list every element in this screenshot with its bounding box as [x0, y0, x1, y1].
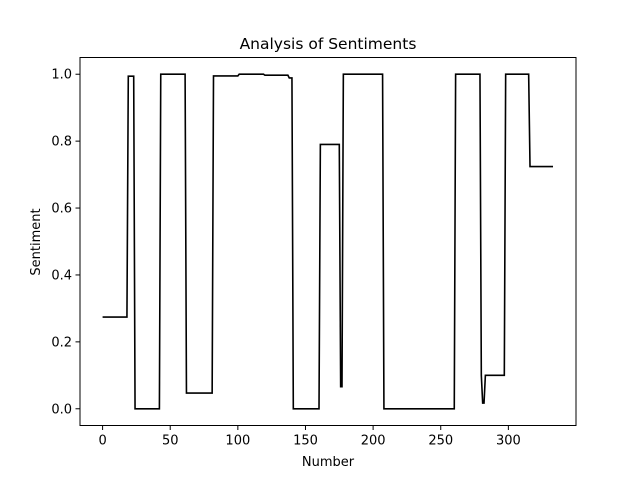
x-tick-label: 150 — [293, 434, 318, 449]
sentiment-series-line — [102, 73, 554, 410]
plot-area — [102, 73, 554, 410]
x-tick-label: 0 — [98, 434, 106, 449]
y-tick-label: 0.8 — [51, 135, 72, 150]
y-axis: 0.0 0.2 0.4 0.6 0.8 1.0 — [51, 68, 80, 417]
x-tick-label: 300 — [496, 434, 521, 449]
x-axis-label: Number — [302, 455, 355, 470]
chart-title: Analysis of Sentiments — [240, 35, 417, 53]
x-tick-label: 200 — [361, 434, 386, 449]
x-tick-label: 50 — [162, 434, 179, 449]
y-axis-label: Sentiment — [29, 208, 44, 275]
x-tick-label: 100 — [225, 434, 250, 449]
y-tick-label: 1.0 — [51, 68, 72, 83]
y-tick-label: 0.6 — [51, 202, 72, 217]
x-axis: 0 50 100 150 200 250 300 — [98, 425, 521, 449]
plot-frame — [79, 57, 577, 426]
x-tick-label: 250 — [428, 434, 453, 449]
y-tick-label: 0.4 — [51, 268, 72, 283]
y-tick-label: 0.0 — [51, 402, 72, 417]
y-tick-label: 0.2 — [51, 335, 72, 350]
